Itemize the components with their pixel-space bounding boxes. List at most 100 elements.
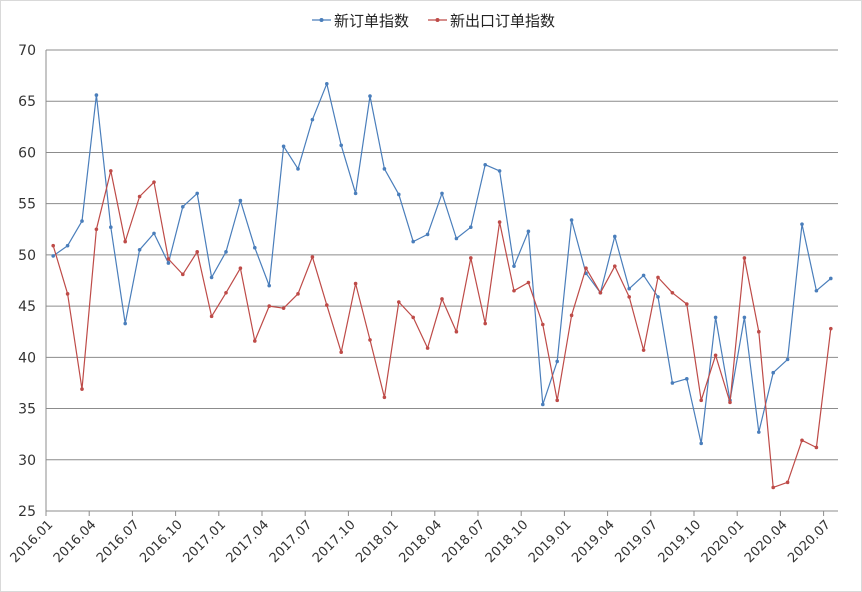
data-point — [829, 276, 833, 281]
data-point — [296, 292, 300, 296]
y-tick-label: 65 — [18, 94, 36, 110]
gridlines — [46, 49, 838, 461]
data-point — [699, 398, 703, 403]
series-new-export-orders — [51, 169, 833, 490]
data-point — [440, 297, 444, 301]
data-point — [51, 243, 55, 248]
data-point — [670, 290, 675, 295]
data-point — [253, 245, 257, 250]
data-point — [800, 438, 804, 443]
data-point — [166, 257, 171, 261]
data-point — [541, 402, 545, 407]
data-point — [368, 338, 372, 342]
data-point — [541, 322, 545, 327]
x-tick-label: 2018.07 — [440, 517, 489, 566]
data-point — [440, 191, 444, 196]
data-point — [209, 275, 214, 280]
data-point — [497, 220, 502, 224]
data-point — [483, 321, 488, 326]
data-point — [757, 329, 761, 334]
data-point — [80, 219, 84, 223]
x-tick-label: 2017.10 — [310, 517, 359, 566]
data-point — [814, 288, 819, 293]
data-point — [641, 348, 646, 352]
data-point — [685, 302, 689, 306]
data-point — [310, 255, 315, 259]
x-tick-label: 2017.01 — [180, 517, 229, 566]
data-point — [94, 227, 99, 232]
data-point — [195, 191, 199, 196]
data-point — [325, 303, 329, 307]
data-point — [757, 430, 761, 434]
data-point — [152, 180, 156, 184]
x-axis: 2016.012016.042016.072016.102017.012017.… — [8, 510, 838, 566]
data-point — [829, 326, 833, 331]
data-point — [613, 234, 617, 239]
data-point — [94, 93, 99, 97]
data-point — [699, 441, 703, 446]
y-tick-label: 25 — [18, 504, 36, 520]
x-tick-label: 2017.04 — [224, 517, 273, 566]
x-tick-label: 2018.10 — [483, 517, 532, 566]
x-tick-label: 2019.01 — [526, 517, 575, 566]
x-tick-label: 2016.10 — [137, 517, 186, 566]
x-tick-label: 2020.07 — [785, 517, 834, 566]
y-tick-label: 40 — [18, 350, 36, 366]
plot-area — [51, 82, 833, 490]
data-point — [512, 288, 516, 293]
data-point — [425, 346, 430, 350]
data-point — [339, 350, 344, 355]
x-tick-label: 2018.01 — [353, 517, 402, 566]
x-tick-label: 2016.01 — [8, 517, 57, 566]
x-tick-label: 2016.07 — [94, 517, 143, 566]
x-tick-label: 2020.04 — [742, 517, 791, 566]
data-point — [814, 445, 819, 450]
data-point — [771, 485, 775, 490]
data-point — [397, 300, 401, 304]
y-tick-label: 50 — [18, 248, 36, 264]
data-point — [224, 250, 228, 254]
data-point — [224, 290, 228, 295]
y-tick-label: 60 — [18, 145, 36, 161]
data-point — [713, 315, 718, 320]
x-tick-label: 2020.01 — [699, 517, 748, 566]
y-axis: 25 30 35 40 45 50 55 60 65 70 — [18, 43, 47, 520]
data-point — [238, 266, 243, 271]
data-point — [209, 314, 214, 319]
data-point — [80, 387, 84, 391]
data-point — [267, 304, 272, 308]
y-tick-label: 70 — [18, 43, 36, 59]
x-tick-label: 2019.04 — [569, 517, 618, 566]
data-point — [123, 239, 127, 244]
data-point — [454, 329, 459, 334]
x-tick-label: 2017.07 — [267, 517, 316, 566]
data-point — [713, 353, 718, 358]
data-point — [353, 281, 358, 286]
data-point — [281, 144, 286, 149]
data-point — [65, 243, 70, 248]
data-point — [181, 204, 185, 209]
data-point — [785, 480, 790, 485]
data-point — [368, 94, 372, 98]
y-tick-label: 30 — [18, 453, 36, 469]
data-point — [411, 239, 416, 244]
x-tick-label: 2019.07 — [612, 517, 661, 566]
y-tick-label: 45 — [18, 299, 36, 315]
data-point — [526, 280, 531, 285]
data-point — [152, 231, 156, 236]
data-point — [469, 256, 473, 260]
data-point — [728, 400, 732, 405]
data-point — [281, 306, 286, 310]
data-point — [137, 194, 142, 199]
data-point — [742, 256, 747, 260]
data-point — [267, 283, 272, 288]
legend-item-new-export-orders: 新出口订单指数 — [428, 12, 555, 30]
data-point — [584, 266, 588, 271]
data-point — [65, 292, 70, 296]
data-point — [656, 295, 660, 299]
data-point — [253, 339, 257, 343]
data-point — [296, 167, 300, 171]
data-point — [51, 254, 55, 258]
